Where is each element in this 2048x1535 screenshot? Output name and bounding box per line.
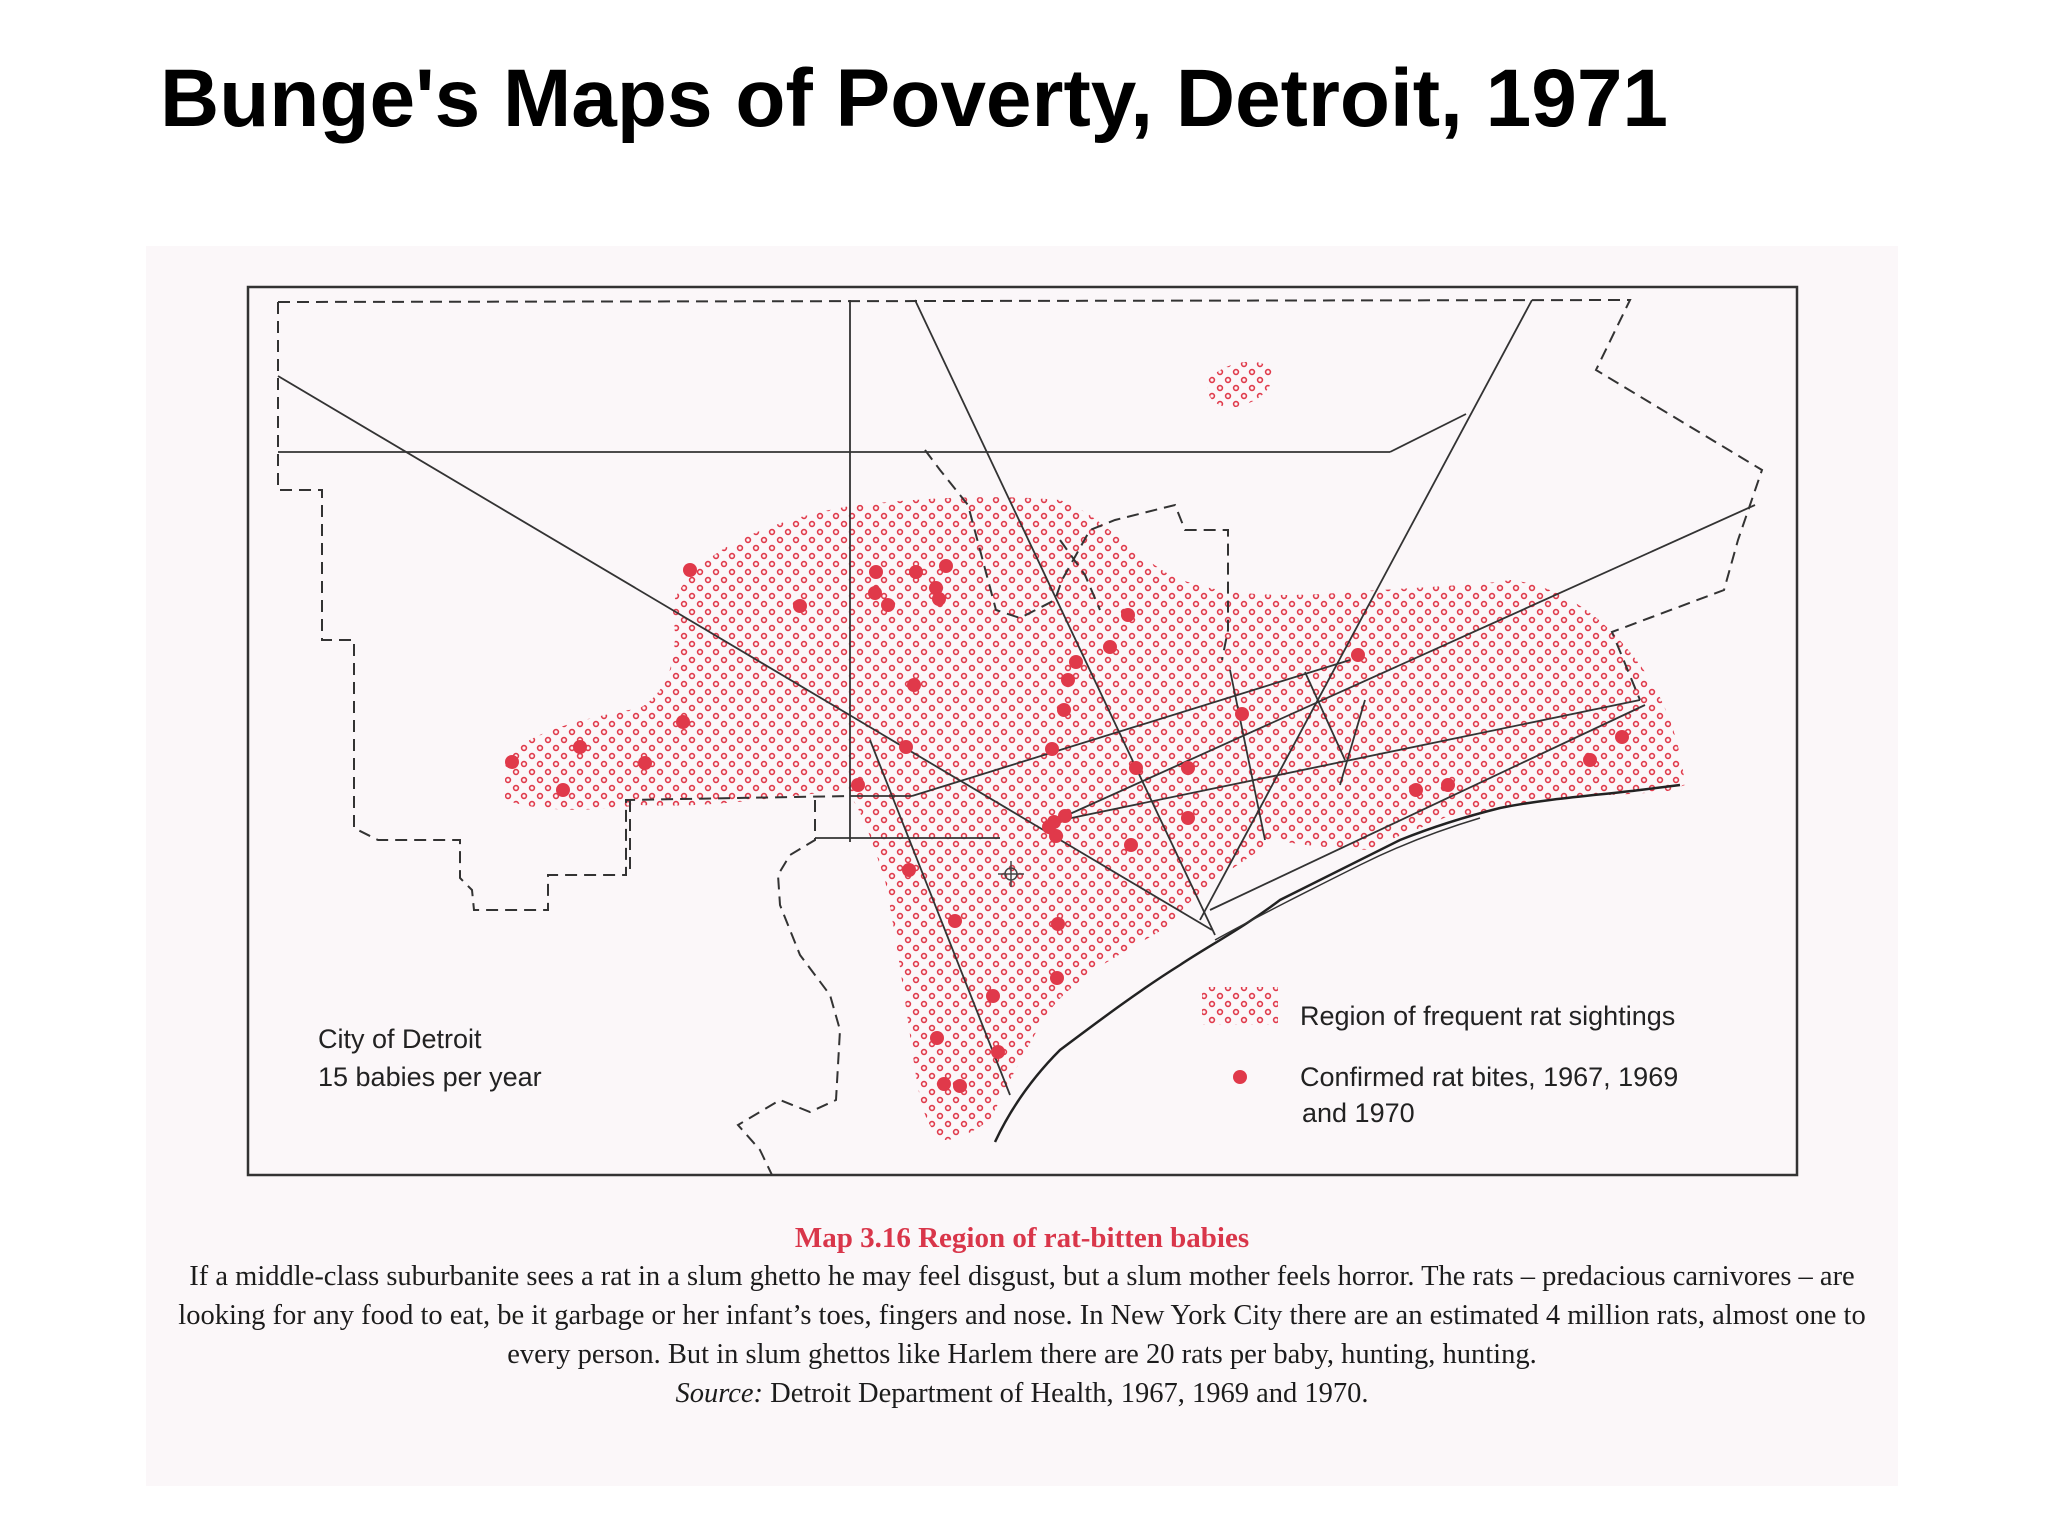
rat-bite-point <box>948 914 962 928</box>
rat-bite-point <box>1103 640 1117 654</box>
rat-bite-point <box>930 1031 944 1045</box>
crosshair-mark <box>998 861 1024 887</box>
caption-source: Source: Detroit Department of Health, 19… <box>146 1374 1898 1414</box>
rat-bite-point <box>1121 608 1135 622</box>
legend-bites-label-line2: and 1970 <box>1302 1098 1415 1128</box>
rat-bite-point <box>1042 820 1056 834</box>
rat-bite-point <box>676 715 690 729</box>
legend-bite-dot <box>1233 1070 1247 1084</box>
rat-bite-point <box>1050 971 1064 985</box>
rat-bite-point <box>868 586 882 600</box>
rat-bite-points <box>505 559 1629 1093</box>
legend-region-swatch <box>1202 987 1278 1025</box>
rat-bite-point <box>937 1077 951 1091</box>
figure-caption: Map 3.16 Region of rat-bitten babies If … <box>146 1222 1898 1414</box>
city-label-line2: 15 babies per year <box>318 1062 542 1092</box>
rat-bite-point <box>1441 778 1455 792</box>
rat-bite-point <box>573 740 587 754</box>
rat-bite-point <box>986 989 1000 1003</box>
rat-bite-point <box>939 559 953 573</box>
rat-bite-point <box>1129 761 1143 775</box>
river-shoreline <box>993 783 1681 1143</box>
rat-bite-point <box>929 581 943 595</box>
source-text: Detroit Department of Health, 1967, 1969… <box>770 1378 1369 1409</box>
rat-bite-map: City of Detroit 15 babies per year Regio… <box>246 285 1799 1177</box>
slide-title: Bunge's Maps of Poverty, Detroit, 1971 <box>160 53 1669 144</box>
road-lines <box>277 299 1756 1096</box>
source-label: Source: <box>675 1378 764 1409</box>
rat-bite-point <box>556 783 570 797</box>
rat-bite-point <box>1051 917 1065 931</box>
rat-bite-point <box>638 756 652 770</box>
city-boundary-dashed <box>277 298 1764 1176</box>
rat-bite-point <box>953 1079 967 1093</box>
rat-bite-point <box>1069 655 1083 669</box>
rat-bite-point <box>1057 703 1071 717</box>
rat-bite-point <box>909 565 923 579</box>
rat-bite-point <box>1124 838 1138 852</box>
city-label-line1: City of Detroit <box>318 1024 482 1054</box>
rat-bite-point <box>907 678 921 692</box>
scanned-map-figure: City of Detroit 15 babies per year Regio… <box>146 246 1898 1486</box>
rat-bite-point <box>851 778 865 792</box>
legend-bites-label-line1: Confirmed rat bites, 1967, 1969 <box>1300 1062 1678 1092</box>
rat-bite-point <box>1181 811 1195 825</box>
rat-bite-point <box>881 598 895 612</box>
caption-text: If a middle-class suburbanite sees a rat… <box>178 1261 1866 1370</box>
rat-bite-point <box>1061 673 1075 687</box>
rat-bite-point <box>1351 648 1365 662</box>
rat-bite-point <box>932 592 946 606</box>
rat-bite-point <box>991 1045 1005 1059</box>
rat-bite-point <box>1409 783 1423 797</box>
rat-bite-point <box>1583 753 1597 767</box>
rat-bite-point <box>1615 730 1629 744</box>
river-shoreline-inner <box>1214 817 1481 941</box>
rat-bite-point <box>869 565 883 579</box>
rat-bite-point <box>1181 761 1195 775</box>
rat-bite-point <box>793 599 807 613</box>
rat-bite-point <box>1045 742 1059 756</box>
rat-bite-point <box>505 755 519 769</box>
rat-bite-point <box>1235 707 1249 721</box>
rat-bite-point <box>683 563 697 577</box>
rat-bite-point <box>1058 809 1072 823</box>
rat-bite-point <box>902 863 916 877</box>
caption-title: Map 3.16 Region of rat-bitten babies <box>794 1222 1250 1254</box>
map-frame <box>246 285 1799 1177</box>
legend-region-label: Region of frequent rat sightings <box>1300 1001 1675 1031</box>
rat-sighting-region <box>505 361 1685 1141</box>
rat-bite-point <box>899 740 913 754</box>
